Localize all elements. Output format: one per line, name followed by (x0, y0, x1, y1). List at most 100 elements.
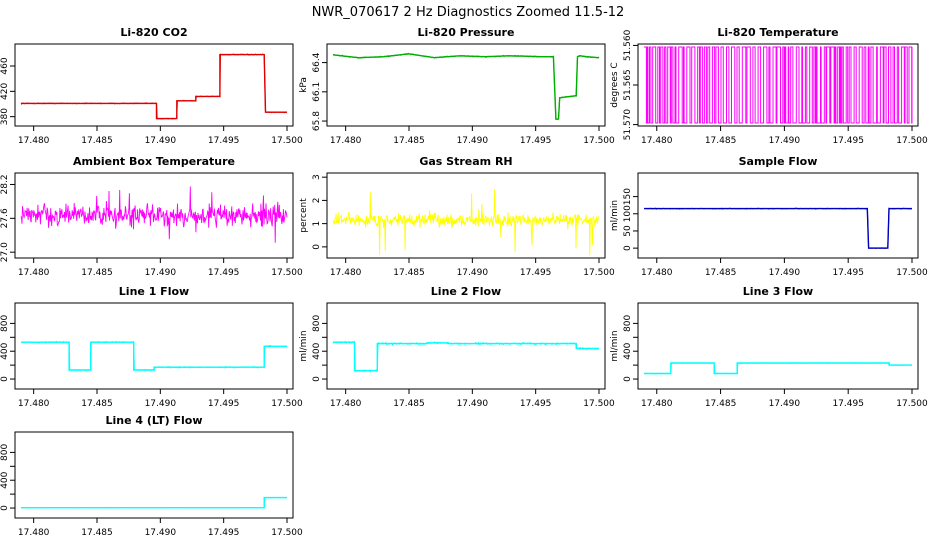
series-line (644, 46, 913, 124)
panel-6: Line 1 Flow 17.480 17.485 17.490 17.495 17.50… (0, 285, 303, 409)
x-tick-label: 17.485 (705, 136, 737, 146)
x-tick-label: 17.490 (145, 268, 177, 278)
y-tick-label: 420 (0, 82, 10, 99)
y-tick-label: 1 (312, 221, 322, 227)
plot-frame (637, 172, 919, 259)
x-tick-label: 17.495 (520, 399, 552, 409)
panel-title: Line 3 Flow (743, 285, 813, 298)
x-tick-label: 17.485 (705, 399, 737, 409)
x-tick-label: 17.495 (832, 136, 864, 146)
y-tick-label: 66.4 (312, 52, 322, 72)
x-tick-label: 17.490 (145, 399, 177, 409)
y-tick-label: 51.560 (623, 29, 633, 61)
x-tick-label: 17.485 (705, 268, 737, 278)
x-tick-label: 17.490 (145, 136, 177, 146)
series-line (332, 340, 600, 373)
panel-9: Line 4 (LT) Flow 17.480 17.485 17.490 17.495… (0, 414, 303, 538)
y-tick-label: 150 (623, 188, 633, 205)
y-tick-label: 460 (0, 57, 10, 74)
x-tick-label: 17.495 (208, 136, 240, 146)
x-tick-label: 17.485 (81, 136, 113, 146)
x-tick-label: 17.480 (641, 136, 673, 146)
x-tick-label: 17.480 (641, 399, 673, 409)
panel-title: Line 4 (LT) Flow (106, 414, 203, 427)
x-tick-label: 17.500 (583, 399, 615, 409)
x-tick-label: 17.480 (18, 399, 50, 409)
x-tick-label: 17.480 (18, 136, 50, 146)
x-tick-label: 17.495 (832, 268, 864, 278)
panel-4: Gas Stream RH 17.480 17.485 17.490 17.495 17.… (299, 155, 615, 278)
plot-frame (14, 431, 294, 519)
x-tick-label: 17.490 (457, 268, 489, 278)
x-tick-label: 17.495 (832, 399, 864, 409)
y-tick-label: 3 (312, 174, 322, 180)
y-tick-label: 50 (623, 225, 633, 237)
panel-title: Line 2 Flow (431, 285, 501, 298)
y-tick-label: 65.8 (312, 111, 322, 131)
x-tick-label: 17.500 (583, 268, 615, 278)
x-tick-label: 17.480 (330, 136, 362, 146)
y-axis-label: degrees C (610, 62, 620, 107)
panel-5: Sample Flow 17.480 17.485 17.490 17.495 17.50… (610, 155, 928, 278)
x-tick-label: 17.480 (330, 268, 362, 278)
x-tick-label: 17.490 (769, 399, 801, 409)
panel-title: Ambient Box Temperature (73, 155, 235, 168)
y-tick-label: 0 (0, 505, 10, 511)
panel-title: Li-820 Temperature (717, 26, 838, 39)
y-tick-label: 0 (623, 245, 633, 251)
y-tick-label: 800 (312, 315, 322, 332)
y-tick-label: 800 (0, 444, 10, 461)
series-line (332, 52, 600, 120)
panel-3: Ambient Box Temperature 17.480 17.485 17.49… (0, 155, 303, 278)
y-tick-label: 100 (623, 205, 633, 222)
x-tick-label: 17.490 (769, 136, 801, 146)
x-tick-label: 17.500 (271, 268, 303, 278)
x-tick-label: 17.495 (208, 528, 240, 538)
y-tick-label: 28.2 (0, 174, 10, 194)
panel-0: Li-820 CO2 17.480 17.485 17.490 17.495 17.500… (0, 26, 303, 146)
panel-2: Li-820 Temperature 17.480 17.485 17.490 17.4… (610, 26, 928, 146)
y-axis-label: ml/min (610, 330, 620, 361)
y-axis-label: kPa (299, 77, 309, 93)
plot-frame (14, 43, 294, 127)
x-tick-label: 17.500 (271, 399, 303, 409)
x-tick-label: 17.495 (208, 399, 240, 409)
y-tick-label: 400 (623, 342, 633, 359)
series-line (20, 53, 288, 120)
plot-frame (637, 302, 919, 390)
y-tick-label: 0 (623, 376, 633, 382)
y-tick-label: 0 (312, 376, 322, 382)
panel-title: Li-820 CO2 (120, 26, 187, 39)
y-tick-label: 400 (312, 342, 322, 359)
x-tick-label: 17.480 (641, 268, 673, 278)
panel-8: Line 3 Flow 17.480 17.485 17.490 17.495 17.50… (610, 285, 928, 409)
y-tick-label: 0 (312, 244, 322, 250)
panel-grid: Li-820 CO2 17.480 17.485 17.490 17.495 17.500… (0, 26, 928, 538)
y-tick-label: 51.570 (623, 109, 633, 141)
plot-frame (326, 302, 606, 390)
y-axis-label: percent (299, 198, 309, 233)
x-tick-label: 17.485 (393, 399, 425, 409)
series-line (644, 362, 913, 375)
panel-title: Gas Stream RH (419, 155, 512, 168)
x-tick-label: 17.480 (330, 399, 362, 409)
y-tick-label: 27.6 (0, 208, 10, 228)
x-tick-label: 17.485 (81, 268, 113, 278)
x-tick-label: 17.485 (81, 399, 113, 409)
x-tick-label: 17.490 (457, 399, 489, 409)
panel-7: Line 2 Flow 17.480 17.485 17.490 17.495 17.50… (299, 285, 615, 409)
panel-title: Li-820 Pressure (418, 26, 515, 39)
x-tick-label: 17.495 (208, 268, 240, 278)
series-line (332, 189, 600, 256)
y-tick-label: 400 (0, 342, 10, 359)
x-tick-label: 17.495 (520, 268, 552, 278)
x-tick-label: 17.480 (18, 528, 50, 538)
y-tick-label: 800 (0, 315, 10, 332)
y-tick-label: 51.565 (623, 69, 633, 101)
x-tick-label: 17.495 (520, 136, 552, 146)
x-tick-label: 17.500 (271, 136, 303, 146)
y-tick-label: 400 (0, 471, 10, 488)
plot-frame (326, 172, 606, 259)
y-tick-label: 27.0 (0, 242, 10, 262)
